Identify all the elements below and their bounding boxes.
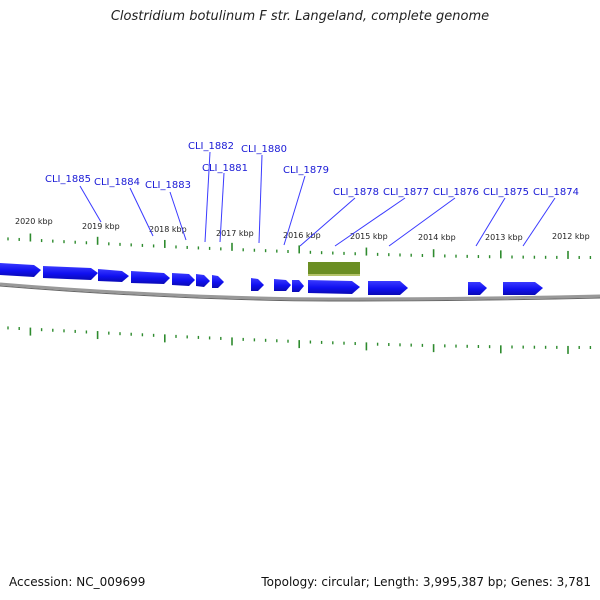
gene-arrow[interactable] [131,271,170,284]
gene-arrow[interactable] [196,274,210,287]
gene-arrow[interactable] [251,278,264,291]
kbp-label: 2019 kbp [82,222,120,231]
leader-line [204,151,211,243]
kbp-label: 2012 kbp [552,232,590,241]
gene-arrows [0,263,543,295]
gene-label[interactable]: CLI_1885 [45,174,91,185]
upper-tick-ruler [7,233,592,259]
kbp-label: 2015 kbp [350,232,388,241]
leader-line [388,197,456,247]
leader-line [79,185,102,223]
gene-arrow[interactable] [274,279,291,291]
gene-label[interactable]: CLI_1875 [483,187,529,198]
gene-arrow[interactable] [43,266,98,280]
gene-label-leaders [79,151,556,247]
leader-line [475,197,506,247]
gene-label[interactable]: CLI_1878 [333,187,379,198]
gene-label[interactable]: CLI_1883 [145,180,191,191]
gene-arrow[interactable] [292,280,304,292]
leader-line [219,172,225,243]
gene-arrow[interactable] [0,263,41,277]
leader-line [129,187,154,237]
accession-text: Accession: NC_009699 [9,575,146,589]
gene-label[interactable]: CLI_1876 [433,187,479,198]
kbp-label: 2017 kbp [216,229,254,238]
kbp-label: 2018 kbp [149,225,187,234]
gene-arrow[interactable] [172,273,195,286]
gene-label[interactable]: CLI_1877 [383,187,429,198]
lower-tick-ruler [7,326,592,354]
gene-label[interactable]: CLI_1884 [94,177,140,188]
highlighted-feature-edge [308,274,360,276]
gene-arrow[interactable] [368,281,408,295]
kbp-label: 2020 kbp [15,217,53,226]
gene-label[interactable]: CLI_1880 [241,144,287,155]
leader-line [258,154,263,244]
gene-labels: CLI_1885 CLI_1884 CLI_1883 CLI_1882 CLI_… [45,141,579,198]
leader-line [169,191,187,241]
genome-title: Clostridium botulinum F str. Langeland, … [110,9,490,24]
leader-line [283,175,306,246]
gene-arrow[interactable] [308,280,360,294]
gene-label[interactable]: CLI_1874 [533,187,579,198]
gene-label[interactable]: CLI_1881 [202,163,248,174]
gene-arrow[interactable] [212,275,224,288]
genome-backbone-shadow [0,285,600,302]
genome-backbone [0,282,600,301]
genome-summary-text: Topology: circular; Length: 3,995,387 bp… [261,575,591,589]
gene-label[interactable]: CLI_1882 [188,141,234,152]
gene-label[interactable]: CLI_1879 [283,165,329,176]
gene-arrow[interactable] [503,282,543,295]
leader-line [299,197,356,247]
gene-arrow[interactable] [98,269,129,282]
kbp-label: 2013 kbp [485,233,523,242]
kbp-tick-labels: 2020 kbp 2019 kbp 2018 kbp 2017 kbp 2016… [15,217,590,242]
leader-line [334,197,406,247]
highlighted-feature[interactable] [308,262,360,275]
kbp-label: 2016 kbp [283,231,321,240]
leader-line [522,197,556,247]
kbp-label: 2014 kbp [418,233,456,242]
gene-arrow[interactable] [468,282,487,295]
